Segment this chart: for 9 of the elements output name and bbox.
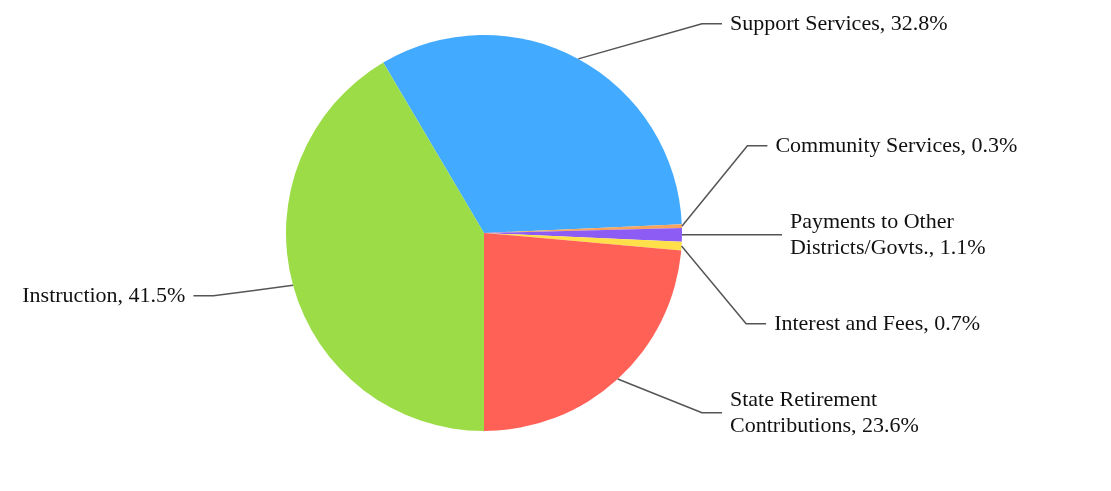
slice-label: Community Services, 0.3% xyxy=(775,132,1018,158)
slice-label: Support Services, 32.8% xyxy=(730,10,948,36)
slice-label: Instruction, 41.5% xyxy=(22,282,186,308)
pie-slice xyxy=(286,62,484,431)
slice-label: State Retirement Contributions, 23.6% xyxy=(730,386,919,438)
pie-slice xyxy=(484,233,682,431)
pie-slice xyxy=(383,35,682,233)
slice-label: Interest and Fees, 0.7% xyxy=(774,310,981,336)
slice-label: Payments to Other Districts/Govts., 1.1% xyxy=(789,208,986,260)
